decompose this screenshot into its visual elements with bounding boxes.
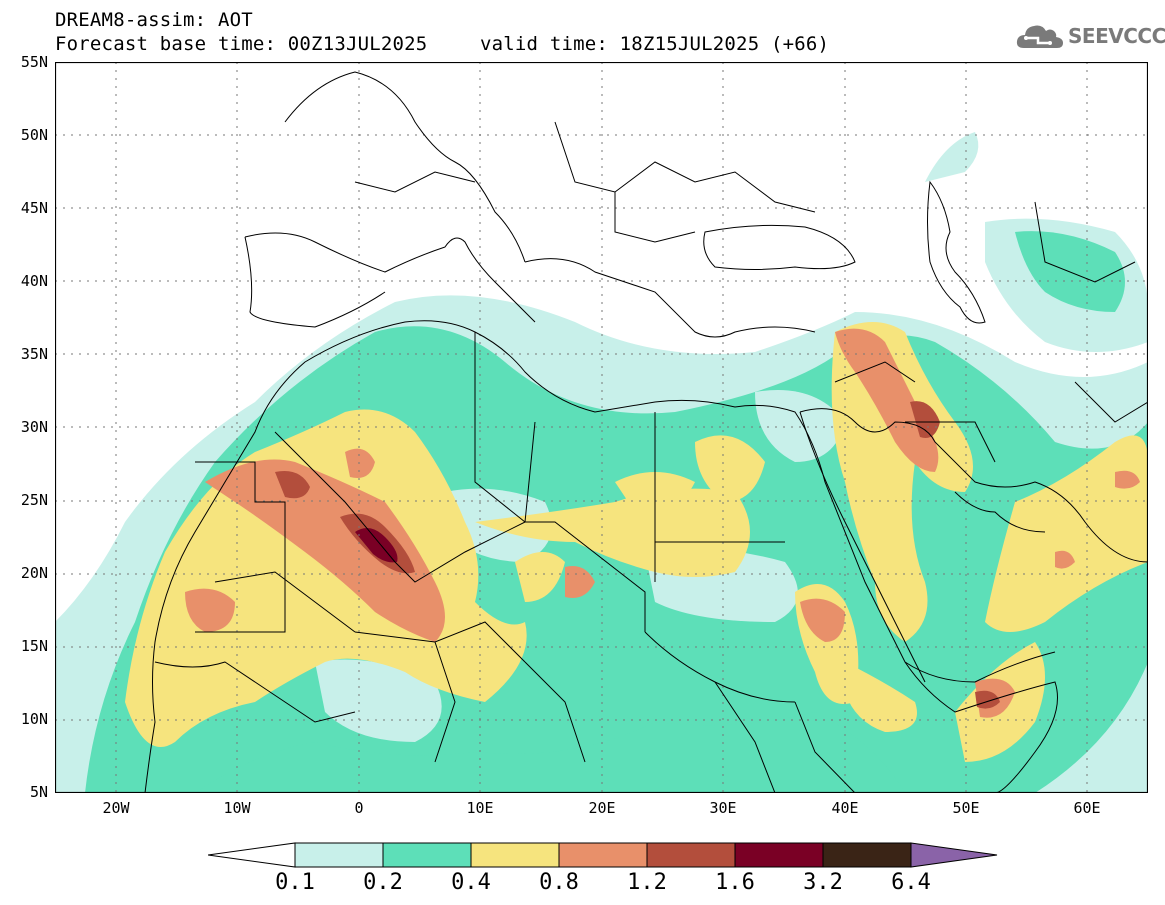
lat-label-40n: 40N <box>20 272 48 290</box>
lat-label-30n: 30N <box>20 418 48 436</box>
colorbar-label-0.2: 0.2 <box>363 870 403 895</box>
colorbar-bin-1 <box>294 842 384 868</box>
lon-label-40e: 40E <box>831 799 859 817</box>
colorbar-bin-6 <box>734 842 824 868</box>
lat-label-15n: 15N <box>20 637 48 655</box>
title-line-2-base-time: Forecast base time: 00Z13JUL2025 <box>55 33 428 55</box>
lon-label-60e: 60E <box>1073 799 1101 817</box>
map-gridlines <box>55 62 1148 793</box>
colorbar-bin-2 <box>382 842 472 868</box>
cloud-icon <box>1016 25 1063 48</box>
colorbar-label-3.2: 3.2 <box>803 870 843 895</box>
colorbar-bin-3 <box>470 842 560 868</box>
title-line-1: DREAM8-assim: AOT <box>55 9 253 31</box>
lat-label-55n: 55N <box>20 53 48 71</box>
lon-label-10e: 10E <box>466 799 494 817</box>
colorbar-label-1.6: 1.6 <box>715 870 755 895</box>
lat-label-10n: 10N <box>20 710 48 728</box>
lat-label-25n: 25N <box>20 491 48 509</box>
colorbar-label-0.1: 0.1 <box>275 870 315 895</box>
seevccc-logo: SEEVCCC <box>1016 22 1165 50</box>
colorbar-label-6.4: 6.4 <box>891 870 931 895</box>
colorbar-label-0.4: 0.4 <box>451 870 491 895</box>
aot-band-0.8 <box>185 328 1140 718</box>
title-line-2-valid-time: valid time: 18Z15JUL2025 (+66) <box>480 33 830 55</box>
lat-label-35n: 35N <box>20 345 48 363</box>
lon-label-20e: 20E <box>588 799 616 817</box>
lat-label-45n: 45N <box>20 199 48 217</box>
lon-label-50e: 50E <box>952 799 980 817</box>
aot-map <box>55 62 1148 793</box>
lon-label-30e: 30E <box>709 799 737 817</box>
lat-label-50n: 50N <box>20 126 48 144</box>
coastlines-borders <box>144 71 1148 793</box>
logo-text: SEEVCCC <box>1068 24 1165 48</box>
lat-label-20n: 20N <box>20 564 48 582</box>
colorbar-label-1.2: 1.2 <box>627 870 667 895</box>
lon-label-10w: 10W <box>223 799 251 817</box>
aot-band-1.6 <box>355 528 398 563</box>
colorbar-high-arrow <box>910 842 998 868</box>
colorbar-bin-5 <box>646 842 736 868</box>
colorbar-label-0.8: 0.8 <box>539 870 579 895</box>
lat-label-5n: 5N <box>29 783 48 801</box>
colorbar-low-arrow <box>208 842 296 868</box>
lon-label-20w: 20W <box>102 799 130 817</box>
lon-label-0: 0 <box>354 799 364 817</box>
colorbar-bin-7 <box>822 842 912 868</box>
colorbar <box>208 842 998 868</box>
colorbar-bin-4 <box>558 842 648 868</box>
